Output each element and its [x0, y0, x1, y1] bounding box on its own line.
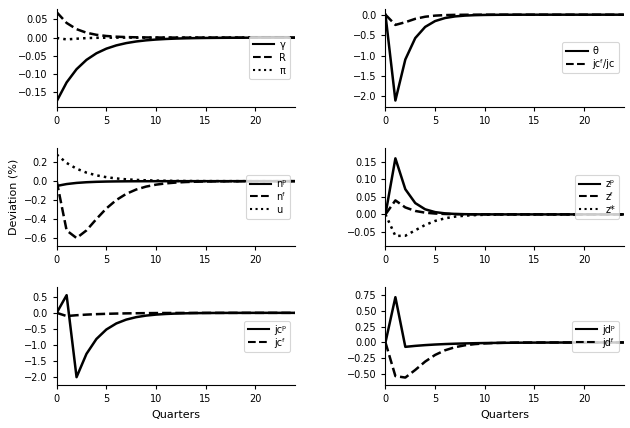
Legend: nᵖ, nᶠ, u: nᵖ, nᶠ, u: [246, 175, 290, 219]
Legend: θ, jcᶠ/jc: θ, jcᶠ/jc: [563, 42, 619, 73]
X-axis label: Quarters: Quarters: [480, 410, 529, 420]
Legend: zᵖ, zᶠ, z*: zᵖ, zᶠ, z*: [575, 175, 619, 219]
Legend: jdᵖ, jdᶠ: jdᵖ, jdᶠ: [572, 321, 619, 351]
Legend: jcᵖ, jcᶠ: jcᵖ, jcᶠ: [244, 321, 290, 351]
Legend: γ, R, π: γ, R, π: [249, 36, 290, 80]
X-axis label: Quarters: Quarters: [151, 410, 200, 420]
Y-axis label: Deviation (%): Deviation (%): [9, 159, 19, 235]
